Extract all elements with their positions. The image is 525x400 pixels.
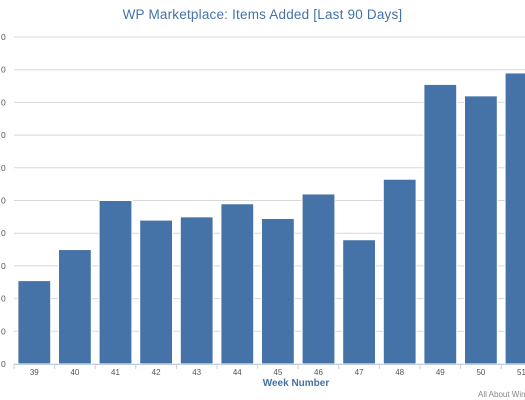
y-tick-label: 0 — [1, 359, 6, 369]
bar-week-41[interactable] — [98, 200, 133, 365]
chart-credit[interactable]: All About Win — [478, 390, 525, 399]
x-tick-label: 41 — [111, 368, 120, 377]
chart-title: WP Marketplace: Items Added [Last 90 Day… — [122, 7, 403, 22]
x-tick-label: 44 — [233, 368, 242, 377]
bar-week-45[interactable] — [261, 217, 295, 365]
bars — [17, 72, 525, 365]
bar-week-48[interactable] — [382, 178, 417, 365]
x-tick-label: 42 — [152, 368, 161, 377]
y-tick-label: 0 — [1, 326, 6, 336]
bar-week-46[interactable] — [301, 193, 336, 365]
x-tick-label: 48 — [395, 368, 404, 377]
bar-week-49[interactable] — [423, 83, 458, 365]
y-tick-label: 0 — [1, 228, 6, 238]
x-tick-label: 51 — [517, 368, 525, 377]
bar-week-47[interactable] — [342, 239, 377, 365]
y-tick-label: 0 — [1, 196, 6, 206]
y-tick-label: 0 — [1, 97, 6, 107]
y-tick-label: 0 — [1, 294, 6, 304]
bar-week-43[interactable] — [179, 216, 214, 365]
x-tick-label: 50 — [476, 368, 485, 377]
y-tick-label: 0 — [1, 65, 6, 75]
bar-week-51[interactable] — [504, 72, 525, 365]
y-tick-label: 0 — [1, 32, 6, 42]
x-tick-label: 43 — [192, 368, 201, 377]
x-axis-tick-labels: 39 40 41 42 43 44 45 46 47 48 49 50 51 — [13, 364, 525, 377]
y-tick-label: 0 — [1, 261, 6, 271]
y-tick-label: 0 — [1, 163, 6, 173]
bar-week-39[interactable] — [17, 280, 52, 365]
x-tick-label: 45 — [273, 368, 282, 377]
bar-week-40[interactable] — [58, 249, 92, 365]
y-tick-label: 0 — [1, 130, 6, 140]
x-tick-label: 46 — [314, 368, 323, 377]
x-tick-label: 49 — [436, 368, 445, 377]
x-tick-label: 40 — [70, 368, 79, 377]
x-axis-title: Week Number — [263, 378, 330, 389]
y-axis-tick-labels: 0 0 0 0 0 0 0 0 0 0 0 — [1, 32, 6, 369]
bar-week-42[interactable] — [139, 219, 173, 365]
bar-week-44[interactable] — [220, 203, 255, 365]
x-tick-label: 39 — [30, 368, 39, 377]
bar-week-50[interactable] — [464, 95, 498, 365]
x-tick-label: 47 — [355, 368, 364, 377]
